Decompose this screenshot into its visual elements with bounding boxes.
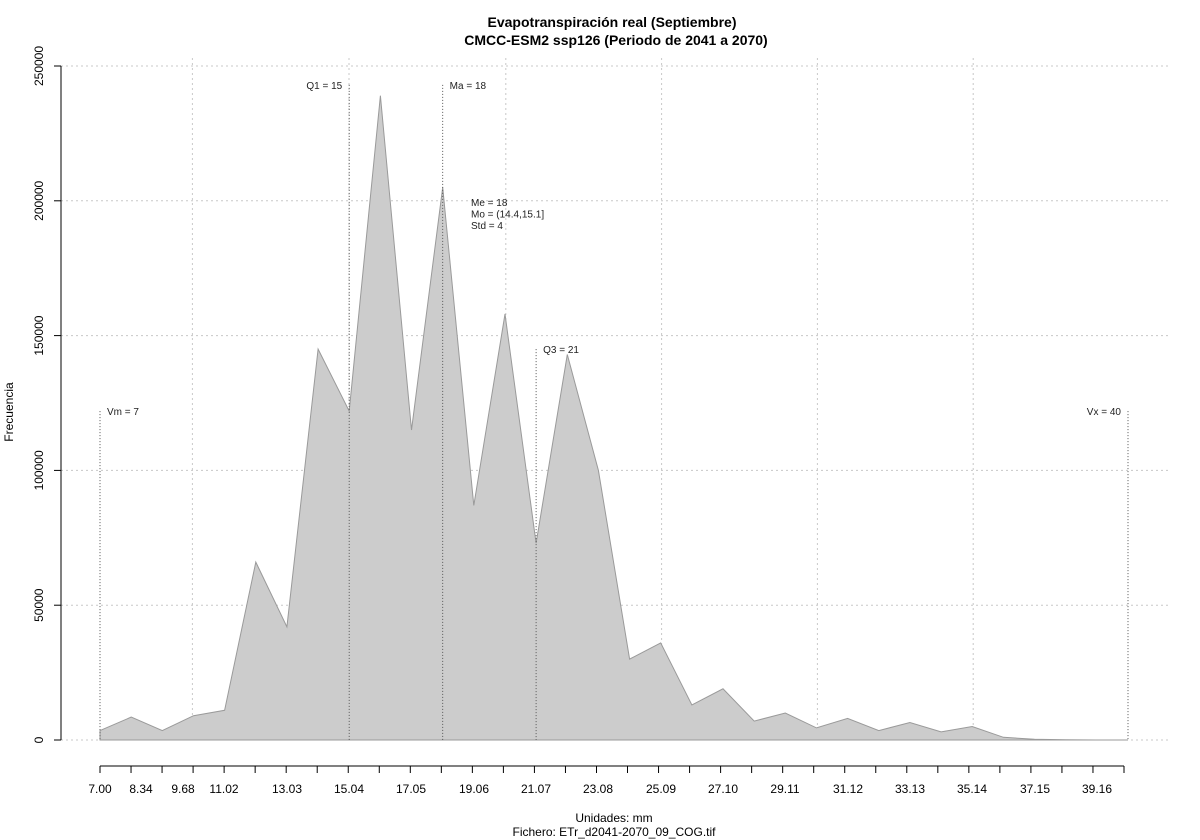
x-tick-label: 33.13 [895,782,925,796]
chart-title: Evapotranspiración real (Septiembre) [488,14,737,30]
marker-label: Q3 = 21 [543,345,579,356]
x-tick-label: 8.34 [129,782,153,796]
x-tick-label: 19.06 [459,782,489,796]
file-caption: Fichero: ETr_d2041-2070_09_COG.tif [513,825,717,839]
x-axis: 7.00 8.34 9.68 11.02 13.03 15.04 17.05 19.06 21.… [88,765,1125,796]
x-tick-label: 17.05 [396,782,426,796]
x-tick-label: 15.04 [334,782,364,796]
marker-label: Vx = 40 [1087,407,1122,418]
x-tick-label: 21.07 [521,782,551,796]
x-tick-label: 13.03 [272,782,302,796]
y-tick-label: 200000 [32,180,46,220]
frequency-area [99,95,1128,741]
y-tick-label: 0 [32,736,46,743]
x-tick-label: 11.02 [209,782,238,796]
marker-lines: Vm = 7 Q1 = 15 Ma = 18 Q3 = 21 Vx = 40 [99,81,1129,740]
marker-label: Vm = 7 [107,407,139,418]
y-tick-label: 150000 [32,315,46,355]
x-tick-label: 27.10 [708,782,738,796]
x-axis-label: Unidades: mm [575,811,652,825]
x-tick-label: 31.12 [833,782,863,796]
y-axis: 0 50000 100000 150000 200000 250000 [32,46,62,743]
y-tick-label: 100000 [32,450,46,490]
x-tick-label: 25.09 [646,782,676,796]
y-tick-label: 250000 [32,46,46,86]
x-tick-label: 7.00 [88,782,112,796]
chart-subtitle: CMCC-ESM2 ssp126 (Periodo de 2041 a 2070… [464,32,767,48]
x-tick-label: 35.14 [957,782,987,796]
x-tick-label: 39.16 [1082,782,1112,796]
x-tick-label: 23.08 [583,782,613,796]
data-area [99,95,1128,741]
stats-line: Me = 18 [471,198,508,209]
y-axis-label: Frecuencia [2,382,16,442]
x-tick-label: 37.15 [1020,782,1050,796]
marker-label: Ma = 18 [450,81,487,92]
stats-line: Mo = (14.4,15.1] [471,210,544,221]
y-tick-label: 50000 [32,588,46,622]
x-tick-label: 29.11 [770,782,799,796]
x-tick-label: 9.68 [171,782,195,796]
marker-label: Q1 = 15 [306,81,342,92]
stats-line: Std = 4 [471,221,503,232]
